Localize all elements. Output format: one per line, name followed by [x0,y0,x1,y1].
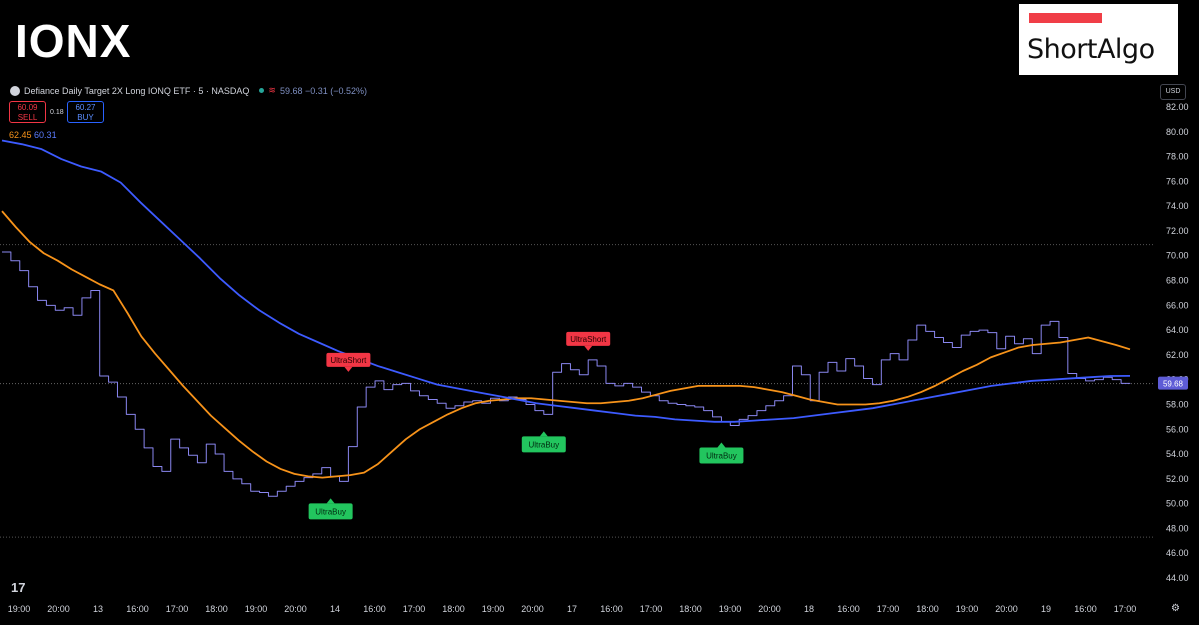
tradingview-logo-icon[interactable]: 17 [11,580,26,595]
series-ma_blue [1,139,1131,423]
currency-selector[interactable]: USD [1160,84,1186,100]
y-tick-label: 46.00 [1166,548,1189,558]
ultrashort-pointer [344,366,353,372]
wave-icon: ≋ [268,85,276,95]
price-chart[interactable]: 82.00 80.00 78.00 76.00 74.00 72.00 70.00 68.00… [0,78,1199,620]
spread-value: 0.18 [50,109,64,116]
x-tick-label: 16:00 [363,604,386,614]
ultrabuy-pointer [539,431,548,437]
x-tick-label: 20:00 [758,604,781,614]
ultrabuy-pointer [326,498,335,504]
y-tick-label: 76.00 [1166,176,1189,186]
y-tick-label: 74.00 [1166,201,1189,211]
last-price-tag-label: 59.68 [1163,380,1184,389]
ultrashort-label: UltraShort [570,335,607,344]
x-tick-label: 20:00 [47,604,70,614]
buy-label: BUY [77,113,94,122]
y-tick-label: 82.00 [1166,102,1189,112]
x-tick-label: 17:00 [403,604,426,614]
x-tick-label: 19:00 [956,604,979,614]
ma-blue-value: 60.31 [34,130,57,140]
sell-label: SELL [17,113,38,122]
x-tick-label: 17:00 [877,604,900,614]
x-tick-label: 18:00 [679,604,702,614]
x-tick-label: 18:00 [442,604,465,614]
ultrashort-label: UltraShort [330,356,367,365]
x-tick-label: 17:00 [640,604,663,614]
sell-button[interactable]: 60.09 SELL [9,101,46,123]
ma-orange-value: 62.45 [9,130,32,140]
logo-accent-bar [1029,13,1102,23]
y-tick-label: 58.00 [1166,399,1189,409]
y-tick-label: 68.00 [1166,276,1189,286]
series-ma_orange [1,210,1131,479]
legend: Defiance Daily Target 2X Long IONQ ETF ·… [10,85,367,96]
x-tick-label: 19:00 [482,604,505,614]
x-tick-label: 16:00 [1074,604,1097,614]
y-tick-label: 66.00 [1166,300,1189,310]
y-tick-label: 56.00 [1166,424,1189,434]
y-tick-label: 44.00 [1166,573,1189,583]
ultrabuy-label: UltraBuy [706,452,737,461]
y-tick-label: 80.00 [1166,127,1189,137]
series-price [2,251,1131,497]
y-tick-label: 70.00 [1166,251,1189,261]
x-tick-label: 17 [567,604,577,614]
x-tick-label: 20:00 [521,604,544,614]
ultrabuy-label: UltraBuy [528,440,559,449]
last-price-tag [1158,376,1188,390]
x-tick-label: 17:00 [1114,604,1137,614]
x-tick-label: 13 [93,604,103,614]
x-tick-label: 18:00 [916,604,939,614]
ultrabuy-label: UltraBuy [315,507,346,516]
brand-logo: ShortAlgo [1019,4,1178,75]
x-tick-label: 16:00 [600,604,623,614]
gear-icon[interactable]: ⚙ [1171,603,1180,614]
ultrabuy-marker [699,447,744,464]
y-tick-label: 50.00 [1166,499,1189,509]
x-tick-label: 18:00 [205,604,228,614]
x-tick-label: 17:00 [166,604,189,614]
sell-price: 60.09 [17,103,38,112]
logo-text: ShortAlgo [1027,34,1155,65]
ultrashort-marker [326,352,371,367]
x-tick-label: 16:00 [126,604,149,614]
x-tick-label: 20:00 [284,604,307,614]
x-tick-label: 19:00 [245,604,268,614]
ultrabuy-marker [308,503,353,520]
symbol-icon [10,85,20,96]
market-open-icon [259,88,265,93]
x-tick-label: 18 [804,604,814,614]
y-tick-label: 78.00 [1166,152,1189,162]
chart-area[interactable]: 82.00 80.00 78.00 76.00 74.00 72.00 70.00 68.00… [0,78,1199,620]
ultrashort-pointer [584,345,593,351]
y-tick-label: 64.00 [1166,325,1189,335]
ticker-title: IONX [15,15,132,67]
buy-button[interactable]: 60.27 BUY [67,101,104,123]
x-tick-label: 19:00 [719,604,742,614]
y-tick-label: 54.00 [1166,449,1189,459]
ultrabuy-marker [521,436,566,453]
moving-average-values: 62.45 60.31 [9,130,57,140]
y-tick-label: 72.00 [1166,226,1189,236]
ultrashort-marker [566,331,611,346]
last-price-change: 59.68 −0.31 (−0.52%) [279,85,368,96]
x-tick-label: 20:00 [995,604,1018,614]
y-tick-label: 48.00 [1166,523,1189,533]
ultrabuy-pointer [717,442,726,448]
x-tick-label: 19 [1041,604,1051,614]
buy-price: 60.27 [75,103,96,112]
x-tick-label: 16:00 [837,604,860,614]
x-tick-label: 14 [330,604,340,614]
x-tick-label: 19:00 [8,604,31,614]
y-tick-label: 52.00 [1166,474,1189,484]
y-tick-label: 62.00 [1166,350,1189,360]
instrument-name[interactable]: Defiance Daily Target 2X Long IONQ ETF ·… [24,85,250,96]
